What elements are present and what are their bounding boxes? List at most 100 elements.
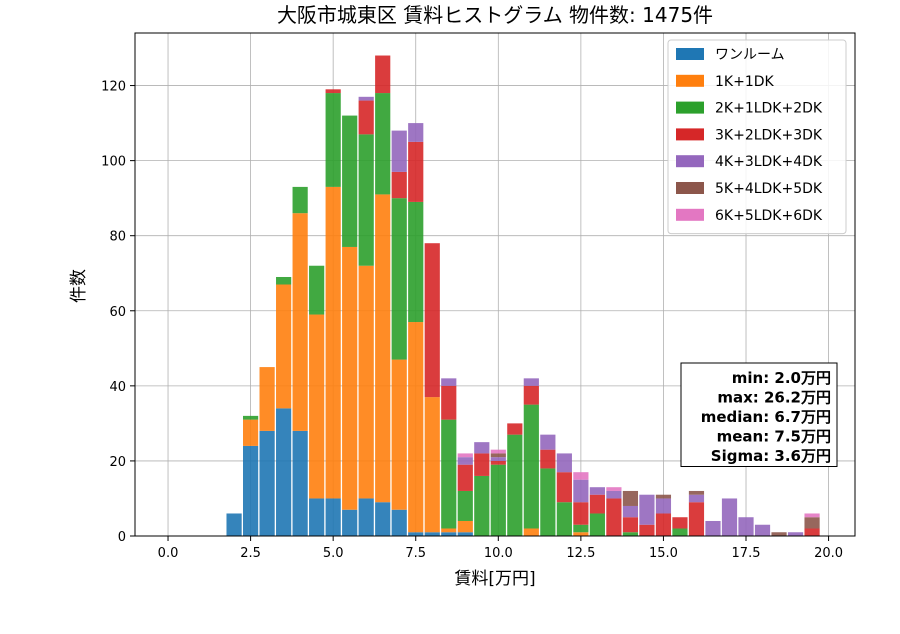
chart-title: 大阪市城東区 賃料ヒストグラム 物件数: 1475件	[277, 3, 713, 27]
legend-label: ワンルーム	[715, 47, 785, 63]
legend-label: 4K+3LDK+4DK	[715, 154, 823, 170]
bar-segment	[292, 213, 308, 431]
bar-segment	[457, 532, 473, 536]
bar-segment	[523, 404, 539, 529]
bar-segment	[342, 509, 358, 536]
plot-frame	[134, 32, 856, 537]
x-tick-label: 2.5	[240, 546, 261, 561]
bar-segment	[507, 423, 523, 435]
bar-segment	[606, 498, 622, 536]
bar-segment	[573, 472, 589, 480]
bar-segment	[391, 359, 407, 510]
bar-segment	[441, 532, 457, 536]
bar-segment	[309, 498, 325, 536]
bar-segment	[441, 385, 457, 420]
legend-label: 2K+1LDK+2DK	[715, 101, 823, 117]
stats-line: Sigma: 3.6万円	[711, 447, 831, 465]
x-tick-label: 7.5	[405, 546, 426, 561]
bar-segment	[276, 276, 292, 285]
bar-segment	[507, 434, 523, 536]
bar-segment	[622, 490, 639, 506]
bar-segment	[358, 498, 374, 536]
bar-segment	[523, 378, 539, 386]
bar-segment	[523, 528, 539, 536]
bar-segment	[787, 532, 804, 536]
bar-segment	[325, 89, 341, 94]
bar-segment	[655, 513, 672, 536]
bar-segment	[738, 517, 754, 536]
bar-segment	[655, 494, 672, 499]
bar-segment	[292, 430, 308, 536]
bar-segment	[259, 430, 275, 536]
bar-segment	[606, 487, 622, 491]
bar-segment	[688, 502, 705, 536]
bar-segment	[243, 445, 259, 536]
bar-segment	[804, 517, 820, 529]
y-tick-label: 20	[109, 455, 126, 470]
bar-segment	[375, 93, 391, 195]
bar-segment	[490, 464, 506, 536]
bar-segment	[490, 453, 506, 458]
bar-segment	[573, 532, 589, 536]
bar-segment	[457, 464, 473, 491]
bar-segment	[754, 524, 771, 536]
stats-frame	[680, 362, 838, 467]
bar-segment	[408, 141, 424, 202]
bar-segment	[622, 505, 639, 518]
bar-segment	[688, 494, 705, 503]
bar-segment	[358, 96, 374, 101]
x-tick-label: 15.0	[649, 546, 678, 561]
y-tick-label: 60	[109, 305, 126, 320]
legend-swatch	[676, 74, 704, 87]
legend: ワンルーム 1K+1DK 2K+1LDK+2DK 3K+2LDK+3DK 4K+3LDK…	[667, 39, 847, 235]
bar-segment	[309, 265, 325, 315]
bars-layer	[226, 55, 820, 536]
bar-segment	[424, 397, 440, 533]
y-tick-label: 0	[118, 530, 126, 545]
bar-segment	[589, 487, 605, 495]
stats-line: max: 26.2万円	[717, 389, 831, 407]
legend-label: 5K+4LDK+5DK	[715, 181, 823, 197]
bar-segment	[408, 322, 424, 533]
bar-segment	[457, 453, 473, 458]
bar-segment	[490, 460, 506, 465]
bar-segment	[721, 498, 738, 536]
bar-segment	[771, 532, 787, 536]
y-tick-label: 120	[101, 80, 126, 95]
bar-segment	[226, 513, 242, 536]
bar-segment	[243, 415, 259, 420]
bar-segment	[259, 367, 275, 431]
bar-segment	[622, 532, 639, 536]
bar-segment	[457, 520, 473, 533]
bar-segment	[358, 100, 374, 135]
bar-segment	[391, 198, 407, 360]
bar-segment	[441, 528, 457, 533]
legend-swatch	[676, 208, 704, 221]
stats-line: min: 2.0万円	[732, 369, 831, 387]
legend-swatch	[676, 128, 704, 141]
bar-segment	[540, 468, 556, 536]
bar-segment	[490, 449, 506, 454]
bar-segment	[408, 201, 424, 323]
bar-segment	[424, 532, 440, 536]
bar-segment	[556, 472, 572, 503]
x-axis-label: 賃料[万円]	[454, 569, 535, 589]
bar-segment	[276, 284, 292, 409]
bar-segment	[688, 490, 705, 495]
bar-segment	[358, 265, 374, 499]
bar-segment	[606, 490, 622, 499]
legend-label: 1K+1DK	[715, 74, 775, 90]
bar-segment	[424, 243, 440, 398]
y-tick-label: 100	[101, 155, 126, 170]
x-tick-label: 10.0	[484, 546, 513, 561]
bar-segment	[490, 457, 506, 461]
bar-segment	[441, 419, 457, 529]
bar-segment	[589, 513, 605, 536]
bar-segment	[655, 498, 672, 514]
bar-segment	[325, 93, 341, 187]
ticks-layer: 0.0 2.5 5.0 7.5 10.0 12.5 15.0 17.5 20.0 0 20 40 60 8…	[101, 80, 843, 561]
bar-segment	[325, 186, 341, 499]
bar-segment	[342, 115, 358, 247]
